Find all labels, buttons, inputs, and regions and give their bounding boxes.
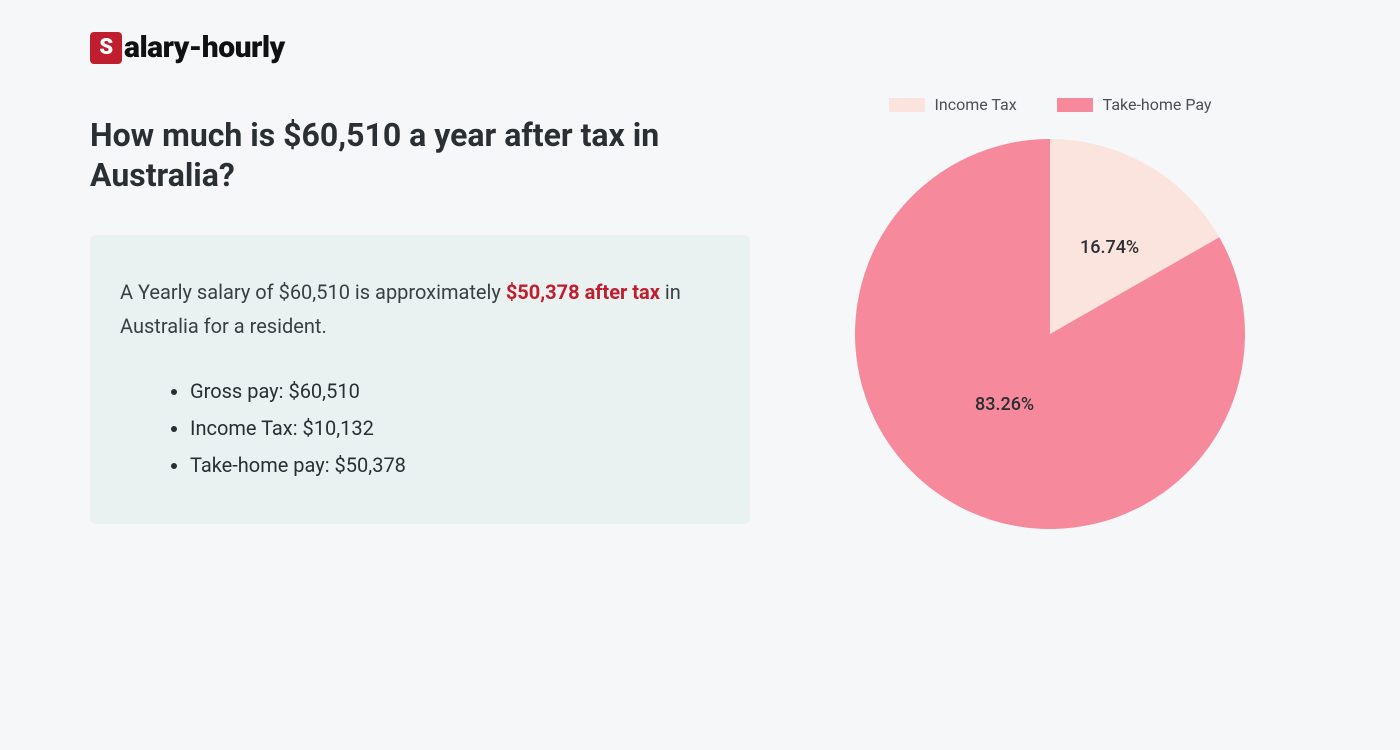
list-item: Take-home pay: $50,378 — [190, 447, 720, 484]
left-column: How much is $60,510 a year after tax in … — [90, 115, 750, 524]
pie-slice-label: 83.26% — [975, 394, 1034, 415]
list-item: Income Tax: $10,132 — [190, 410, 720, 447]
site-logo: Salary-hourly — [90, 30, 1310, 65]
summary-text: A Yearly salary of $60,510 is approximat… — [120, 275, 720, 343]
pie-svg — [855, 139, 1245, 529]
list-item: Gross pay: $60,510 — [190, 373, 720, 410]
main-content: How much is $60,510 a year after tax in … — [90, 115, 1310, 529]
summary-box: A Yearly salary of $60,510 is approximat… — [90, 235, 750, 524]
right-column: Income Tax Take-home Pay 16.74% 83.26% — [840, 95, 1260, 529]
legend-item: Take-home Pay — [1057, 95, 1212, 114]
bullet-list: Gross pay: $60,510 Income Tax: $10,132 T… — [120, 373, 720, 484]
chart-legend: Income Tax Take-home Pay — [889, 95, 1212, 114]
legend-label: Take-home Pay — [1103, 95, 1212, 114]
logo-badge: S — [90, 32, 122, 64]
legend-swatch-icon — [1057, 98, 1093, 112]
legend-swatch-icon — [889, 98, 925, 112]
legend-label: Income Tax — [935, 95, 1017, 114]
logo-text: alary-hourly — [124, 30, 285, 65]
legend-item: Income Tax — [889, 95, 1017, 114]
summary-pre: A Yearly salary of $60,510 is approximat… — [120, 280, 506, 304]
pie-slice-label: 16.74% — [1080, 237, 1139, 258]
pie-chart: 16.74% 83.26% — [855, 139, 1245, 529]
summary-highlight: $50,378 after tax — [506, 280, 660, 304]
page-title: How much is $60,510 a year after tax in … — [90, 115, 750, 195]
